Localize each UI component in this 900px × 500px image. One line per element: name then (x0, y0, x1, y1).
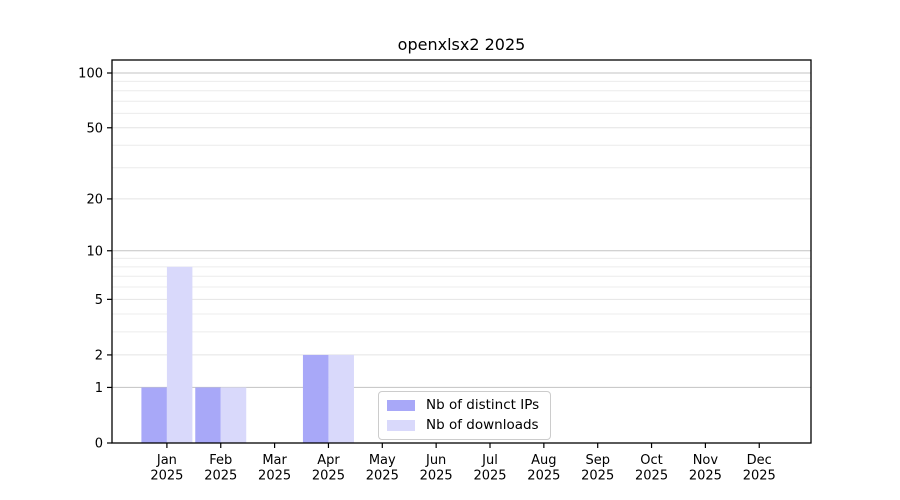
x-tick-label: Jan 2025 (150, 453, 183, 484)
bar-nb-of-downloads-feb (220, 387, 247, 443)
bar-nb-of-distinct-ips-apr (302, 354, 329, 443)
x-tick-label: Oct 2025 (635, 453, 668, 484)
x-tick-label: Jul 2025 (473, 453, 506, 484)
y-tick-label: 2 (95, 348, 103, 363)
x-tick-label: Dec 2025 (743, 453, 776, 484)
chart-title: openxlsx2 2025 (397, 35, 526, 54)
x-tick-label: Mar 2025 (258, 453, 291, 484)
legend-label-distinct-ips: Nb of distinct IPs (426, 397, 540, 413)
bar-nb-of-downloads-apr (328, 354, 354, 443)
x-tick-label: Sep 2025 (581, 453, 614, 484)
y-tick-label: 5 (95, 293, 103, 308)
x-tick-label: Feb 2025 (204, 453, 237, 484)
y-tick-label: 1 (95, 381, 103, 396)
x-tick-label: May 2025 (366, 453, 399, 484)
legend-swatch-downloads (387, 419, 415, 431)
legend: Nb of distinct IPs Nb of downloads (378, 391, 552, 440)
y-tick-label: 20 (86, 192, 103, 207)
y-tick-label: 50 (86, 121, 103, 136)
x-tick-label: Apr 2025 (312, 453, 345, 484)
legend-item-downloads: Nb of downloads (387, 417, 539, 433)
bar-nb-of-downloads-jan (166, 266, 193, 443)
y-tick-label: 10 (86, 244, 103, 259)
y-tick-label: 100 (78, 67, 103, 82)
bar-nb-of-distinct-ips-feb (195, 387, 221, 443)
x-tick-label: Nov 2025 (689, 453, 722, 484)
legend-swatch-distinct-ips (387, 399, 415, 411)
plot-border (111, 59, 812, 444)
legend-label-downloads: Nb of downloads (426, 417, 539, 433)
bar-nb-of-distinct-ips-jan (141, 387, 167, 443)
x-tick-label: Aug 2025 (527, 453, 560, 484)
x-tick-label: Jun 2025 (420, 453, 453, 484)
y-tick-label: 0 (95, 437, 103, 452)
legend-item-distinct-ips: Nb of distinct IPs (387, 397, 539, 413)
